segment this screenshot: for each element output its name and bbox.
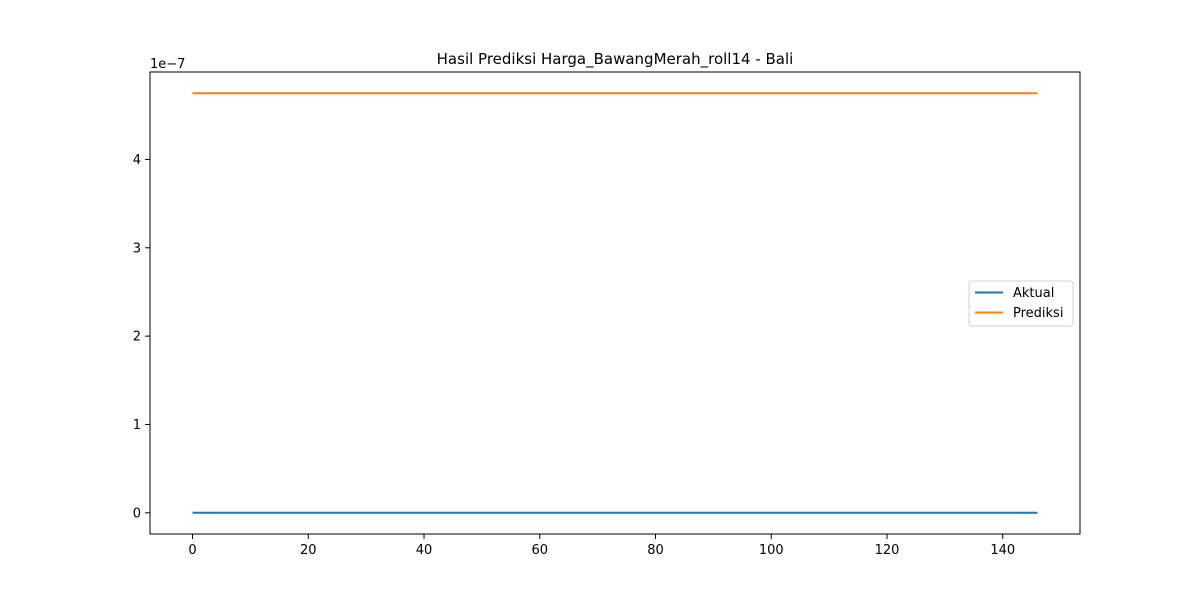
y-offset-text: 1e−7 <box>150 57 185 72</box>
x-tick-label: 120 <box>875 543 900 558</box>
x-tick-label: 100 <box>759 543 784 558</box>
legend-label-prediksi: Prediksi <box>1013 306 1063 321</box>
y-tick-label: 2 <box>133 330 141 345</box>
y-tick-label: 3 <box>133 241 141 256</box>
x-tick-label: 80 <box>647 543 664 558</box>
x-tick-label: 60 <box>531 543 548 558</box>
x-tick-label: 140 <box>990 543 1015 558</box>
axes-frame <box>149 71 1081 535</box>
legend-label-aktual: Aktual <box>1013 286 1054 301</box>
y-tick-label: 1 <box>133 418 141 433</box>
plot-area: 0 20 40 60 80 100 120 140 0 1 2 3 4 <box>133 71 1081 558</box>
x-tick-label: 20 <box>300 543 317 558</box>
y-tick-label: 4 <box>133 153 141 168</box>
y-tick-label: 0 <box>133 506 141 521</box>
x-tick-label: 40 <box>416 543 433 558</box>
legend: Aktual Prediksi <box>968 280 1074 327</box>
x-tick-label: 0 <box>188 543 196 558</box>
chart-title: Hasil Prediksi Harga_BawangMerah_roll14 … <box>437 50 794 69</box>
